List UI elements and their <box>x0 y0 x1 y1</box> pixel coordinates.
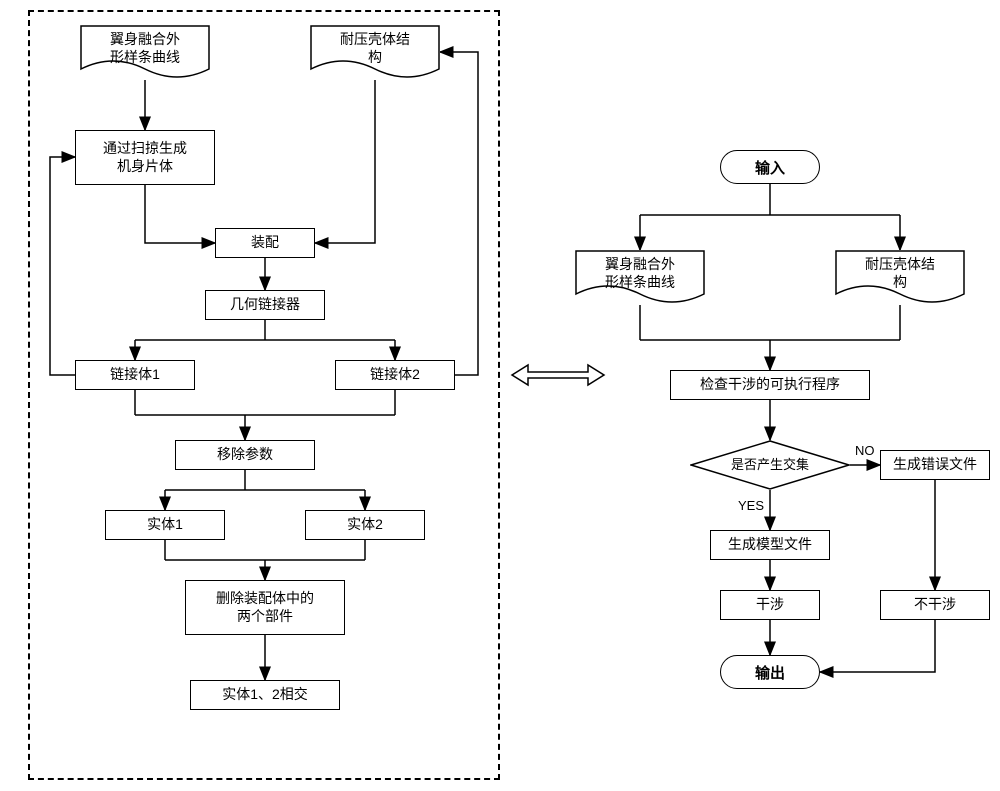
node-remove-params-label: 移除参数 <box>217 446 273 464</box>
node-link2-label: 链接体2 <box>370 366 420 384</box>
node-link1: 链接体1 <box>75 360 195 390</box>
node-link1-label: 链接体1 <box>110 366 160 384</box>
node-gen-error-label: 生成错误文件 <box>893 456 977 474</box>
node-output: 输出 <box>720 655 820 689</box>
node-solid2-label: 实体2 <box>347 516 383 534</box>
node-link2: 链接体2 <box>335 360 455 390</box>
right-doc-spline: 翼身融合外 形样条曲线 <box>575 250 705 305</box>
node-geolinker: 几何链接器 <box>205 290 325 320</box>
node-interfere: 干涉 <box>720 590 820 620</box>
node-delete-two-label: 删除装配体中的 两个部件 <box>216 590 314 625</box>
label-no-text: NO <box>855 443 875 458</box>
dashed-boundary <box>28 10 500 780</box>
node-check-exec-label: 检查干涉的可执行程序 <box>700 376 840 394</box>
left-doc-shell: 耐压壳体结 构 <box>310 25 440 80</box>
label-no: NO <box>855 443 875 458</box>
left-doc-spline-label: 翼身融合外 形样条曲线 <box>110 31 180 66</box>
left-doc-shell-label: 耐压壳体结 构 <box>340 31 410 66</box>
node-assemble: 装配 <box>215 228 315 258</box>
node-solid1-label: 实体1 <box>147 516 183 534</box>
node-intersect: 实体1、2相交 <box>190 680 340 710</box>
node-remove-params: 移除参数 <box>175 440 315 470</box>
right-doc-spline-label: 翼身融合外 形样条曲线 <box>605 256 675 291</box>
node-assemble-label: 装配 <box>251 234 279 252</box>
node-gen-model-label: 生成模型文件 <box>728 536 812 554</box>
right-doc-shell: 耐压壳体结 构 <box>835 250 965 305</box>
node-interfere-label: 干涉 <box>756 596 784 614</box>
node-intersect-label: 实体1、2相交 <box>222 686 308 704</box>
node-no-interfere-label: 不干涉 <box>914 596 956 614</box>
node-no-interfere: 不干涉 <box>880 590 990 620</box>
node-input: 输入 <box>720 150 820 184</box>
node-sweep-label: 通过扫掠生成 机身片体 <box>103 140 187 175</box>
left-doc-spline: 翼身融合外 形样条曲线 <box>80 25 210 80</box>
node-input-label: 输入 <box>755 157 785 178</box>
node-delete-two: 删除装配体中的 两个部件 <box>185 580 345 635</box>
node-check-exec: 检查干涉的可执行程序 <box>670 370 870 400</box>
node-decision: 是否产生交集 <box>690 440 850 490</box>
node-gen-model: 生成模型文件 <box>710 530 830 560</box>
node-output-label: 输出 <box>755 662 785 683</box>
right-doc-shell-label: 耐压壳体结 构 <box>865 256 935 291</box>
node-geolinker-label: 几何链接器 <box>230 296 300 314</box>
node-gen-error: 生成错误文件 <box>880 450 990 480</box>
node-solid2: 实体2 <box>305 510 425 540</box>
node-decision-label: 是否产生交集 <box>731 457 809 473</box>
diagram-canvas: 翼身融合外 形样条曲线 耐压壳体结 构 通过扫掠生成 机身片体 装配 几何链接器… <box>0 0 1000 791</box>
label-yes-text: YES <box>738 498 764 513</box>
node-solid1: 实体1 <box>105 510 225 540</box>
label-yes: YES <box>738 498 764 513</box>
node-sweep: 通过扫掠生成 机身片体 <box>75 130 215 185</box>
